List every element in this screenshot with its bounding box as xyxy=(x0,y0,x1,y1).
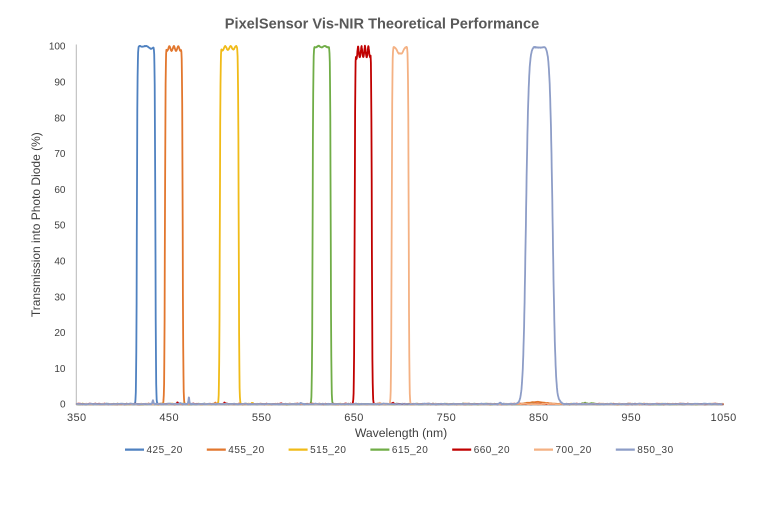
svg-text:455_20: 455_20 xyxy=(228,445,264,456)
svg-text:850: 850 xyxy=(529,412,549,424)
svg-text:90: 90 xyxy=(54,78,66,89)
svg-text:60: 60 xyxy=(54,185,66,196)
svg-text:Wavelength (nm): Wavelength (nm) xyxy=(355,426,447,440)
svg-text:PixelSensor Vis-NIR Theoretica: PixelSensor Vis-NIR Theoretical Performa… xyxy=(225,17,539,33)
svg-text:30: 30 xyxy=(54,292,66,303)
svg-text:100: 100 xyxy=(49,42,66,53)
svg-text:515_20: 515_20 xyxy=(310,445,346,456)
svg-text:0: 0 xyxy=(60,400,66,411)
svg-text:1050: 1050 xyxy=(711,412,737,424)
svg-text:80: 80 xyxy=(54,113,66,124)
svg-text:750: 750 xyxy=(437,412,457,424)
svg-text:70: 70 xyxy=(54,149,66,160)
svg-text:850_30: 850_30 xyxy=(637,445,673,456)
svg-text:450: 450 xyxy=(159,412,179,424)
svg-text:660_20: 660_20 xyxy=(474,445,510,456)
svg-text:10: 10 xyxy=(54,364,66,375)
svg-text:700_20: 700_20 xyxy=(556,445,592,456)
svg-text:950: 950 xyxy=(621,412,641,424)
svg-text:650: 650 xyxy=(344,412,364,424)
svg-text:50: 50 xyxy=(54,221,66,232)
svg-text:615_20: 615_20 xyxy=(392,445,428,456)
svg-text:40: 40 xyxy=(54,257,66,268)
svg-text:550: 550 xyxy=(252,412,272,424)
svg-text:425_20: 425_20 xyxy=(147,445,183,456)
svg-text:20: 20 xyxy=(54,328,66,339)
svg-text:Transmission into Photo Diode: Transmission into Photo Diode (%) xyxy=(29,132,43,317)
svg-text:350: 350 xyxy=(67,412,87,424)
